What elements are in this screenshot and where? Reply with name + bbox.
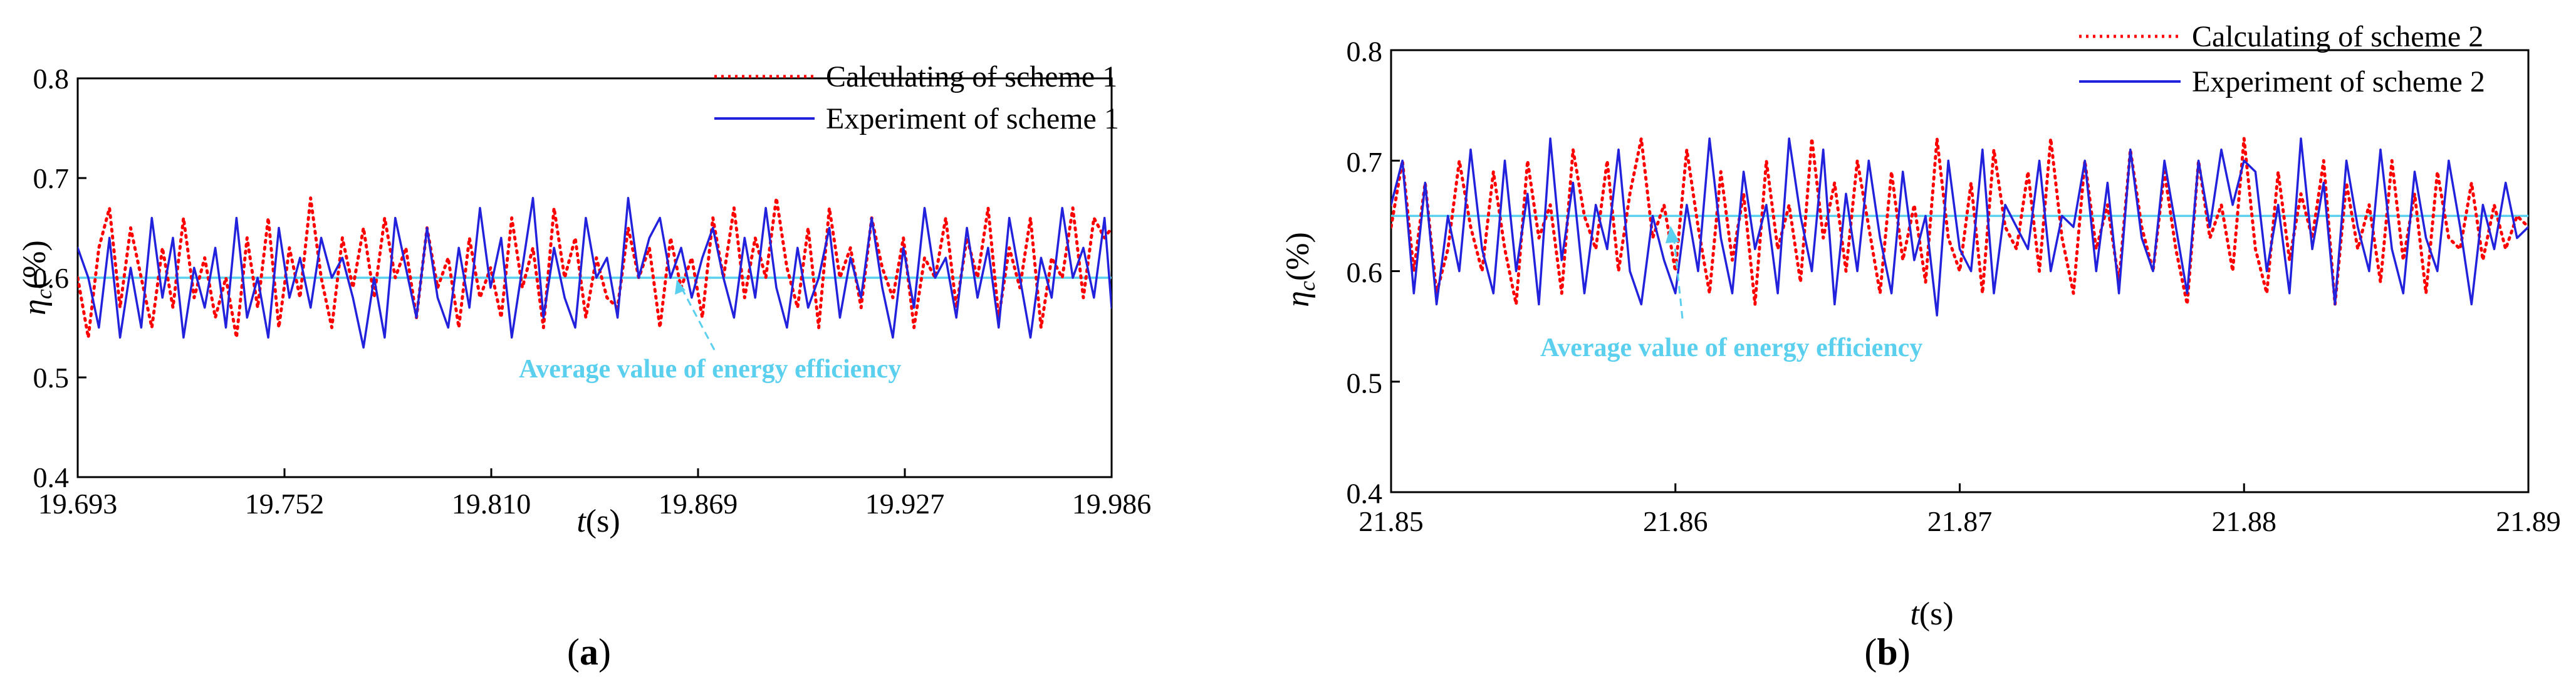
chart-b-y-tick-label: 0.7: [1347, 146, 1383, 178]
chart-panel-b: 0.4 0.5 0.6 0.7 0.8 21.85 21.86 21.87 21.88 21.8…: [1278, 0, 2576, 684]
chart-b-x-tick-label: 21.88: [2212, 505, 2277, 537]
chart-a-legend: Calculating of scheme 1 Experiment of sc…: [714, 60, 1119, 135]
chart-a-series: [78, 196, 1112, 349]
chart-a-x-tick-label: 19.810: [452, 488, 531, 520]
chart-a-annotation-text: Average value of energy efficiency: [519, 355, 901, 384]
chart-a-series-calculating-line: [78, 196, 1112, 339]
chart-a-x-tick-label: 19.927: [865, 488, 945, 520]
chart-b-annotation-arrow: [1672, 234, 1684, 319]
chart-b-x-axis-title: t(s): [1910, 596, 1953, 632]
chart-b-y-ticks: 0.4 0.5 0.6 0.7 0.8: [1347, 36, 1400, 510]
chart-a-y-tick-label: 0.5: [33, 362, 70, 394]
chart-b-legend: Calculating of scheme 2 Experiment of sc…: [2079, 20, 2485, 98]
chart-b-annotation: Average value of energy efficiency: [1540, 226, 1922, 362]
chart-b-y-tick-label: 0.5: [1347, 367, 1383, 399]
chart-b-x-tick-label: 21.86: [1643, 505, 1708, 537]
chart-a-y-tick-label: 0.8: [33, 63, 70, 95]
chart-a-legend-label-calculating: Calculating of scheme 1: [826, 60, 1117, 93]
chart-b-y-tick-label: 0.4: [1347, 478, 1383, 510]
chart-a-annotation-arrowhead: [675, 280, 686, 295]
chart-b-legend-label-experiment: Experiment of scheme 2: [2192, 65, 2485, 98]
chart-a-x-tick-label: 19.752: [245, 488, 325, 520]
chart-panel-a: 0.4 0.5 0.6 0.7 0.8 19.693 19.752 19.810 19.869…: [0, 0, 1278, 684]
chart-b-annotation-text: Average value of energy efficiency: [1540, 334, 1922, 362]
chart-b-annotation-arrowhead: [1666, 226, 1679, 243]
chart-b-y-tick-label: 0.6: [1347, 256, 1383, 288]
chart-a-series-experiment-line: [78, 197, 1112, 349]
chart-b-series-experiment-line: [1391, 137, 2528, 317]
chart-a-x-tick-label: 19.986: [1072, 488, 1152, 520]
chart-a-y-tick-label: 0.7: [33, 162, 70, 194]
chart-b-x-tick-label: 21.87: [1927, 505, 1993, 537]
chart-b-x-ticks: 21.85 21.86 21.87 21.88 21.89: [1358, 483, 2561, 537]
chart-a-panel-label: (a): [567, 631, 611, 673]
chart-b-svg: 0.40.50.60.70.8 21.85 21.86 21.87 21.88 21.8…: [1280, 20, 2561, 673]
chart-a-annotation: Average value of energy efficiency: [519, 280, 901, 384]
chart-a-x-tick-label: 19.869: [659, 488, 738, 520]
chart-a-y-ticks: 0.4 0.5 0.6 0.7 0.8: [33, 63, 86, 493]
chart-b-y-axis-title: ηc(%): [1280, 232, 1320, 307]
chart-b-x-tick-label: 21.89: [2496, 505, 2561, 537]
chart-a-x-ticks: 19.693 19.752 19.810 19.869 19.927 19.986: [38, 468, 1152, 520]
chart-b-series: [1391, 137, 2528, 317]
chart-a-legend-label-experiment: Experiment of scheme 1: [826, 102, 1119, 135]
chart-b-panel-label: (b): [1864, 631, 1910, 673]
chart-a-y-tick-label: 0.6: [33, 262, 70, 294]
chart-b-legend-label-calculating: Calculating of scheme 2: [2192, 20, 2483, 53]
chart-a-svg: 0.4 0.5 0.6 0.7 0.8 19.693 19.752 19.810 19.869…: [17, 60, 1152, 673]
chart-b-x-tick-label: 21.85: [1358, 505, 1424, 537]
chart-b-y-tick-label: 0.8: [1347, 36, 1383, 68]
chart-a-y-tick-label: 0.4: [33, 461, 70, 493]
chart-a-x-tick-label: 19.693: [38, 488, 118, 520]
chart-a-x-axis-title: t(s): [576, 503, 620, 539]
chart-a-y-axis-title: ηc(%): [17, 240, 56, 315]
